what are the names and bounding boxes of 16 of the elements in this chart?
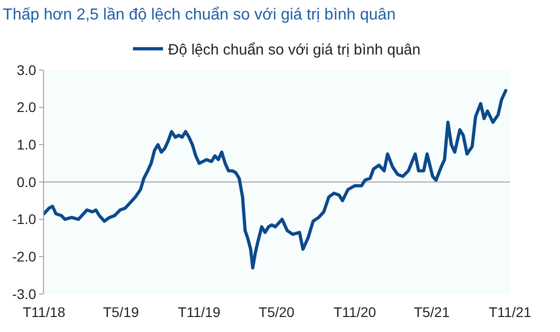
y-tick-label: -2.0: [12, 248, 36, 265]
x-tick-label: T11/18: [22, 304, 66, 320]
y-tick-label: -3.0: [12, 286, 36, 302]
x-tick-label: T5/20: [258, 304, 295, 320]
x-tick-label: T11/21: [488, 304, 532, 320]
x-tick-label: T5/21: [414, 304, 450, 320]
y-tick-label: 3.0: [16, 62, 36, 78]
y-tick-label: -1.0: [12, 211, 36, 228]
legend-label: Độ lệch chuẩn so với giá trị bình quân: [168, 42, 420, 59]
x-tick-label: T5/19: [103, 304, 140, 320]
x-tick-label: T11/20: [334, 304, 376, 320]
y-tick-label: 1.0: [16, 136, 36, 153]
x-tick-label: T11/19: [178, 304, 221, 320]
chart-title: Thấp hơn 2,5 lần độ lệch chuẩn so với giá trị bình quân: [2, 6, 396, 24]
y-tick-label: 0.0: [16, 174, 36, 190]
y-tick-label: 2.0: [16, 99, 36, 116]
